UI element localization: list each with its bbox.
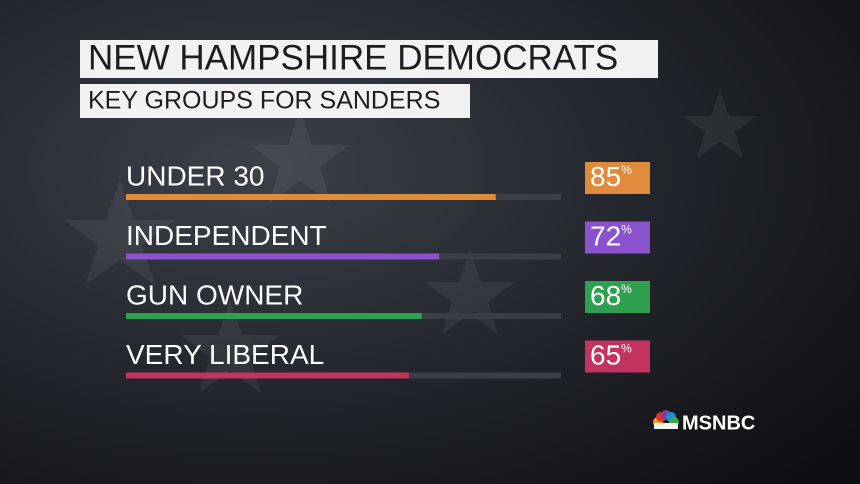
category-label: VERY LIBERAL: [126, 339, 324, 370]
star-pattern: [64, 90, 757, 393]
value-unit: %: [621, 223, 632, 237]
category-label: UNDER 30: [126, 160, 264, 191]
chart-subtitle: KEY GROUPS FOR SANDERS: [88, 87, 440, 115]
logo-text: MSNBC: [682, 412, 755, 434]
logo: MSNBC: [653, 410, 755, 434]
bar: [126, 253, 440, 260]
value-label: 68%: [590, 280, 632, 311]
chart-title: NEW HAMPSHIRE DEMOCRATS: [88, 38, 618, 77]
bar: [126, 372, 409, 379]
value-label-box: [585, 221, 650, 254]
value-label: 65%: [590, 340, 632, 371]
bar: [126, 194, 496, 200]
value-unit: %: [621, 282, 632, 296]
value-label-box: [585, 162, 650, 194]
value-unit: %: [621, 163, 632, 177]
category-label: GUN OWNER: [126, 279, 303, 310]
value-label: 72%: [590, 221, 632, 252]
value-label: 85%: [590, 161, 632, 192]
title-box: [80, 40, 658, 78]
value-number: 72: [590, 221, 621, 252]
subtitle-box: [80, 84, 470, 118]
value-number: 65: [590, 340, 621, 371]
value-number: 85: [590, 161, 621, 192]
bar: [126, 313, 422, 319]
value-unit: %: [621, 342, 632, 356]
peacock-icon: [653, 410, 679, 429]
value-number: 68: [590, 280, 621, 311]
value-label-box: [585, 281, 650, 313]
category-label: INDEPENDENT: [126, 220, 327, 251]
value-label-box: [585, 340, 650, 373]
